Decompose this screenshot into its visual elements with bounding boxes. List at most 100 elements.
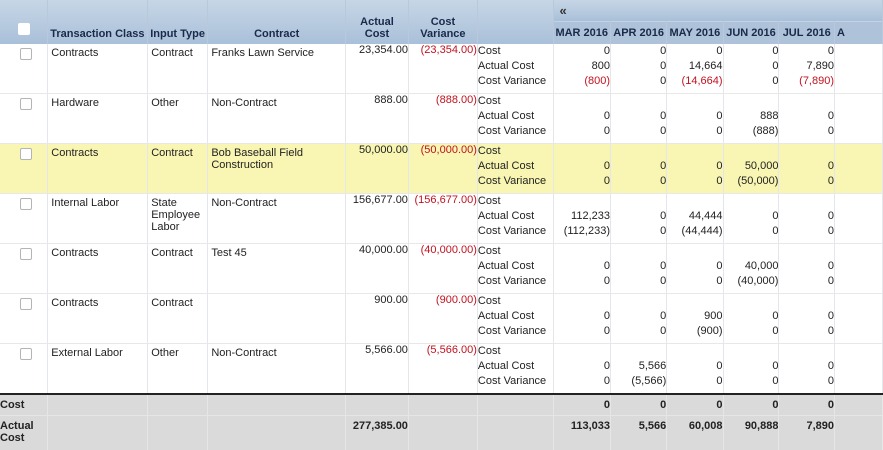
transaction-class-cell-text: Contracts — [48, 294, 147, 309]
month-cost-value — [724, 344, 779, 359]
transaction-class-cell-text: Internal Labor — [48, 194, 147, 209]
actual-cost-cell: 888.00 — [346, 94, 409, 144]
month-cost-value — [779, 294, 834, 309]
contract-cell-text: Franks Lawn Service — [208, 44, 345, 59]
row-select-cell — [0, 94, 48, 144]
month-actual-value: 5,566 — [611, 359, 666, 374]
metric-label: Cost — [478, 294, 553, 309]
month-cost-value — [554, 144, 611, 159]
cost-variance-cell: (5,566.00) — [408, 344, 477, 395]
col-metric — [477, 0, 553, 44]
metric-label: Cost Variance — [478, 324, 553, 339]
month-value-cell: 112,233(112,233) — [553, 194, 611, 244]
col-cost-variance[interactable]: Cost Variance — [408, 0, 477, 44]
month-variance-value: (7,890) — [779, 74, 834, 89]
col-actual-cost[interactable]: Actual Cost — [346, 0, 409, 44]
month-variance-value: (40,000) — [724, 274, 779, 289]
month-variance-value: 0 — [779, 324, 834, 339]
row-checkbox[interactable] — [20, 98, 32, 110]
month-actual-value: 0 — [667, 109, 722, 124]
month-cost-value — [724, 144, 779, 159]
contract-cell-text: Non-Contract — [208, 194, 345, 209]
month-actual-value: 900 — [667, 309, 722, 324]
row-select-cell — [0, 244, 48, 294]
contract-cell: Non-Contract — [208, 344, 346, 395]
col-month[interactable]: JUN 2016 — [723, 22, 779, 45]
transaction-class-cell-text: External Labor — [48, 344, 147, 359]
row-checkbox[interactable] — [20, 148, 32, 160]
month-actual-value: 0 — [779, 109, 834, 124]
month-actual-value: 888 — [724, 109, 779, 124]
col-input-type[interactable]: Input Type — [148, 0, 208, 44]
month-cost-value — [779, 94, 834, 109]
month-cost-value — [554, 244, 611, 259]
month-actual-value: 0 — [611, 59, 666, 74]
month-cost-value — [611, 94, 666, 109]
month-variance-value: 0 — [667, 374, 722, 389]
month-variance-value: 0 — [724, 224, 779, 239]
month-cost-value — [611, 244, 666, 259]
month-actual-value: 7,890 — [779, 59, 834, 74]
col-transaction-class[interactable]: Transaction Class — [48, 0, 148, 44]
input-type-cell: Contract — [148, 294, 208, 344]
month-variance-value: 0 — [667, 124, 722, 139]
month-actual-value: 0 — [779, 359, 834, 374]
month-actual-value: 0 — [724, 59, 779, 74]
month-variance-value: (900) — [667, 324, 722, 339]
month-cost-value — [611, 344, 666, 359]
month-variance-value: 0 — [611, 174, 666, 189]
month-actual-value: 0 — [667, 159, 722, 174]
month-actual-value: 0 — [724, 209, 779, 224]
row-checkbox[interactable] — [20, 348, 32, 360]
row-checkbox[interactable] — [20, 48, 32, 60]
col-month[interactable]: A — [835, 22, 883, 45]
cost-variance-cell: (23,354.00) — [408, 44, 477, 94]
collapse-months-button[interactable]: « — [553, 0, 883, 22]
col-contract[interactable]: Contract — [208, 0, 346, 44]
metric-label: Actual Cost — [478, 359, 553, 374]
transaction-class-cell-text: Contracts — [48, 44, 147, 59]
month-variance-value: 0 — [667, 174, 722, 189]
row-checkbox[interactable] — [20, 198, 32, 210]
col-month[interactable]: MAR 2016 — [553, 22, 611, 45]
transaction-class-cell-text: Contracts — [48, 244, 147, 259]
col-month[interactable]: APR 2016 — [611, 22, 667, 45]
month-value-cell: 50,000(50,000) — [723, 144, 779, 194]
row-checkbox[interactable] — [20, 298, 32, 310]
col-month[interactable]: JUL 2016 — [779, 22, 835, 45]
metric-label: Cost — [478, 244, 553, 259]
select-all-checkbox[interactable] — [18, 23, 30, 35]
month-actual-value: 0 — [554, 259, 611, 274]
row-checkbox[interactable] — [20, 248, 32, 260]
double-chevron-left-icon: « — [560, 3, 567, 18]
month-actual-value: 0 — [611, 209, 666, 224]
col-month[interactable]: MAY 2016 — [667, 22, 723, 45]
contract-cell-text: Non-Contract — [208, 344, 345, 359]
month-cost-value: 0 — [667, 44, 722, 59]
cost-variance-cell: (900.00) — [408, 294, 477, 344]
contract-cell: Bob Baseball Field Construction — [208, 144, 346, 194]
month-variance-value: 0 — [611, 324, 666, 339]
month-variance-value: (112,233) — [554, 224, 611, 239]
month-value-cell: 40,000(40,000) — [723, 244, 779, 294]
